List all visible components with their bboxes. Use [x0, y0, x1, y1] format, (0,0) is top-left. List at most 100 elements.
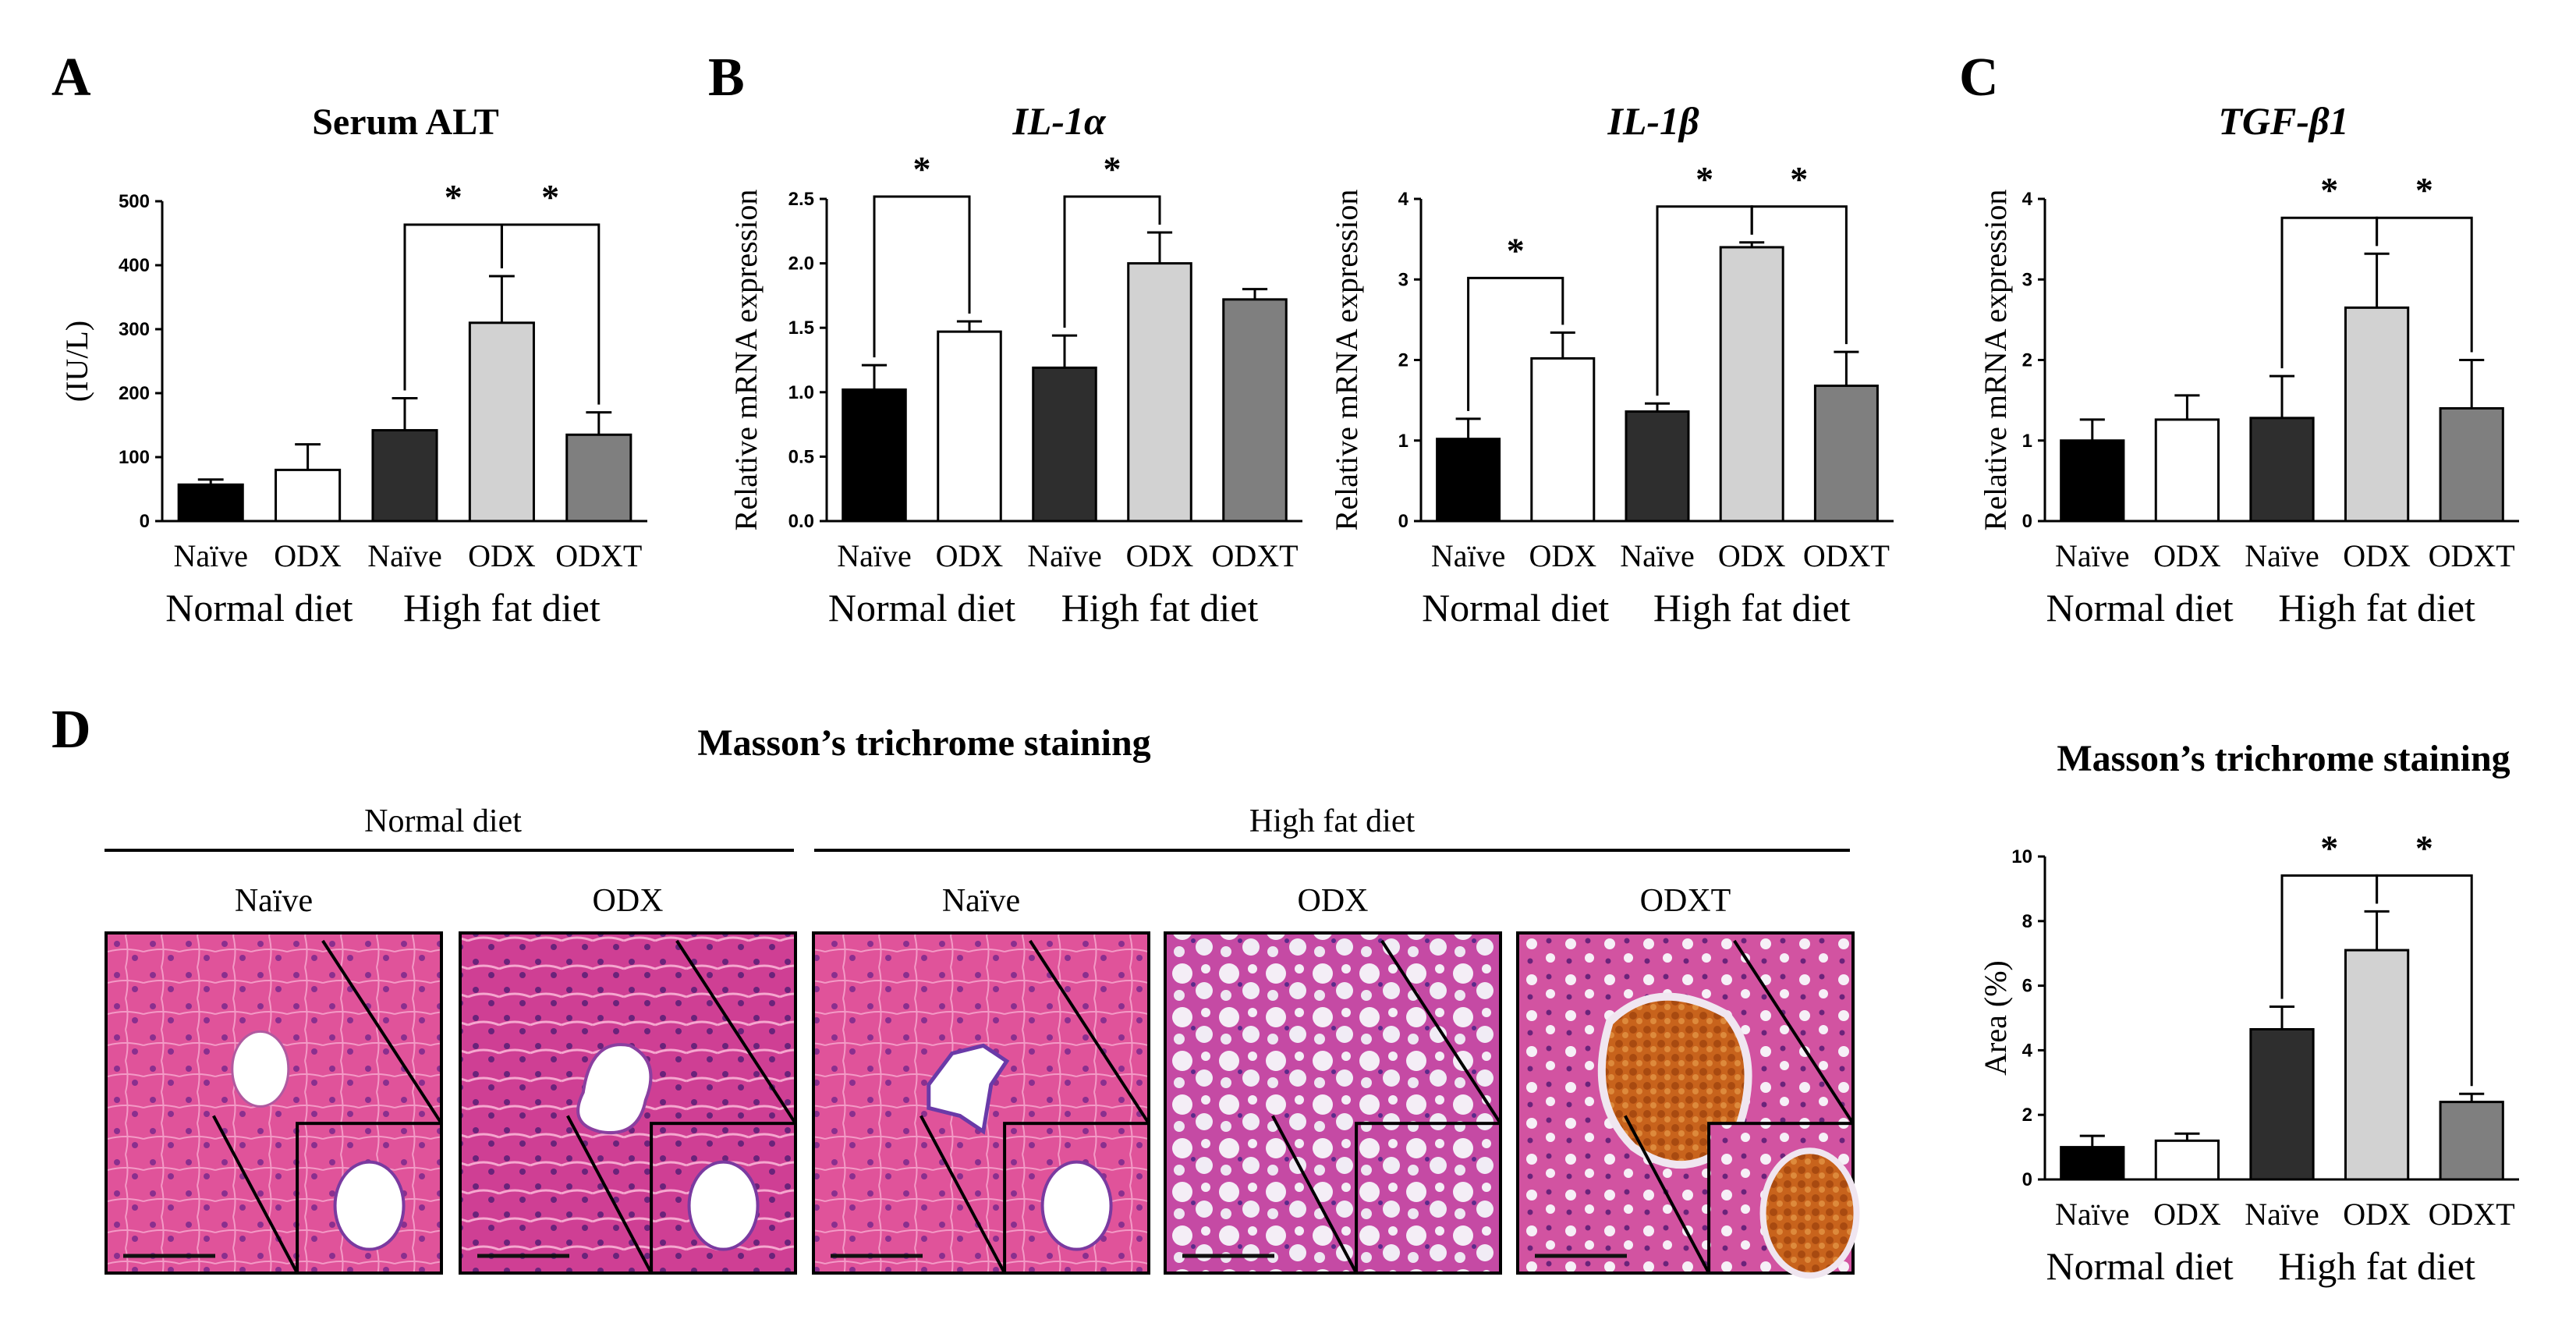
stain-image-0 [105, 931, 443, 1275]
bar-3 [1719, 246, 1784, 523]
panel-label-d: D [51, 700, 91, 760]
inset-vessel [1759, 1147, 1860, 1279]
significance-star: * [2320, 170, 2338, 210]
bar-1 [1530, 356, 1596, 523]
bar-2 [2249, 417, 2315, 523]
y-tick-label: 0 [2022, 511, 2032, 532]
chart-il1a: IL-1α 0.0 0.5 1.0 1.5 2.0 2.5 Relative mRNA exp… [728, 99, 1302, 630]
y-axis-label: Relative mRNA expression [1978, 190, 2013, 531]
d-group-hfd: High fat diet [1249, 803, 1416, 839]
chart-title: Serum ALT [312, 101, 499, 143]
y-tick-label: 500 [119, 191, 150, 212]
chart-title: IL-1β [1607, 99, 1699, 143]
significance-star: * [541, 177, 559, 217]
group-label-normal: Normal diet [1422, 586, 1609, 630]
group-label-normal: Normal diet [165, 586, 353, 630]
category-label: ODX [274, 538, 342, 573]
category-label: Naïve [2245, 538, 2319, 573]
zoom-line [1271, 1115, 1358, 1274]
zoom-line [321, 939, 443, 1125]
group-label-hfd: High fat diet [2278, 1244, 2475, 1288]
category-label: ODXT [2429, 538, 2515, 573]
y-tick-label: 1 [1398, 431, 1408, 452]
stain-image-label: ODX [593, 883, 664, 919]
y-tick-label: 1 [2022, 431, 2032, 452]
zoom-line [675, 939, 797, 1125]
significance-star: * [1790, 159, 1808, 199]
y-tick-label: 300 [119, 319, 150, 340]
bar-3 [468, 321, 535, 523]
category-label: ODXT [2429, 1197, 2515, 1232]
y-tick-label: 0.5 [788, 446, 814, 467]
y-tick-label: 100 [119, 447, 150, 468]
bar-1 [937, 330, 1002, 523]
significance-star: * [1507, 230, 1525, 270]
group-label-hfd: High fat diet [2278, 586, 2475, 630]
significance-star: * [2415, 828, 2433, 867]
significance-star: * [445, 177, 462, 217]
d-group-normal: Normal diet [364, 803, 522, 839]
category-label: Naïve [837, 538, 912, 573]
y-tick-label: 6 [2022, 976, 2032, 997]
y-axis-label: Relative mRNA expression [1329, 190, 1364, 531]
y-tick-label: 0.0 [788, 511, 814, 532]
y-tick-label: 4 [2022, 1040, 2033, 1061]
group-label-hfd: High fat diet [403, 586, 601, 630]
category-label: ODX [1529, 538, 1596, 573]
zoom-line [1624, 1115, 1710, 1274]
stain-image-1 [459, 931, 797, 1275]
category-label: ODX [2153, 1197, 2221, 1232]
y-axis-label: (IU/L) [59, 321, 94, 402]
chart-il1b: IL-1β 0 1 2 3 4 Relative mRNA expression Naïve O… [1329, 99, 1894, 630]
category-label: ODX [468, 538, 536, 573]
zoom-line [212, 1115, 299, 1274]
bar-3 [1127, 262, 1192, 523]
panel-label-b: B [708, 48, 745, 108]
group-label-hfd: High fat diet [1061, 586, 1259, 630]
inset-vessel [333, 1160, 406, 1251]
bar-3 [2344, 306, 2410, 523]
y-tick-label: 2 [2022, 1105, 2032, 1126]
category-label: Naïve [1431, 538, 1506, 573]
bar-1 [2154, 1139, 2220, 1181]
bar-0 [2060, 439, 2125, 523]
chart-tgfb1: TGF-β1 0 1 2 3 4 Relative mRNA expression Naïve… [1978, 99, 2519, 630]
y-tick-label: 1.0 [788, 382, 814, 403]
inset-vessel [687, 1160, 760, 1251]
portal-vein [927, 1043, 1010, 1135]
bar-0 [1436, 438, 1501, 523]
category-label: Naïve [2055, 1197, 2130, 1232]
zoom-line [1380, 939, 1502, 1125]
significance-bracket [1063, 195, 1161, 328]
y-tick-label: 0 [140, 511, 150, 532]
chart-title: IL-1α [1012, 99, 1107, 143]
bar-4 [1813, 385, 1879, 523]
stain-image-label: ODXT [1640, 883, 1731, 919]
category-label: ODX [1126, 538, 1194, 573]
category-label: ODX [2153, 538, 2221, 573]
bar-4 [1222, 298, 1288, 523]
zoom-line [1733, 939, 1855, 1125]
y-tick-label: 2.0 [788, 254, 814, 275]
y-tick-label: 0 [1398, 511, 1408, 532]
category-label: Naïve [2055, 538, 2130, 573]
chart-alt: Serum ALT 0 100 200 300 400 500 (IU/L) Naïve ODX N… [59, 101, 647, 630]
zoom-line [919, 1115, 1006, 1274]
significance-star: * [1695, 159, 1713, 199]
bar-2 [2249, 1027, 2315, 1181]
y-tick-label: 10 [2011, 846, 2032, 867]
stain-image-label: Naïve [235, 883, 313, 919]
significance-star: * [2320, 828, 2338, 867]
bar-3 [2344, 949, 2410, 1181]
y-tick-label: 2 [2022, 350, 2032, 371]
y-axis-label: Area (%) [1978, 960, 2013, 1076]
category-label: Naïve [1620, 538, 1695, 573]
category-label: ODX [2343, 538, 2411, 573]
stain-image-2 [812, 931, 1150, 1275]
significance-bracket [1467, 276, 1564, 411]
y-tick-label: 0 [2022, 1169, 2032, 1190]
significance-bracket [2376, 216, 2473, 353]
central-vein [231, 1030, 290, 1108]
stain-image-label: Naïve [942, 883, 1020, 919]
